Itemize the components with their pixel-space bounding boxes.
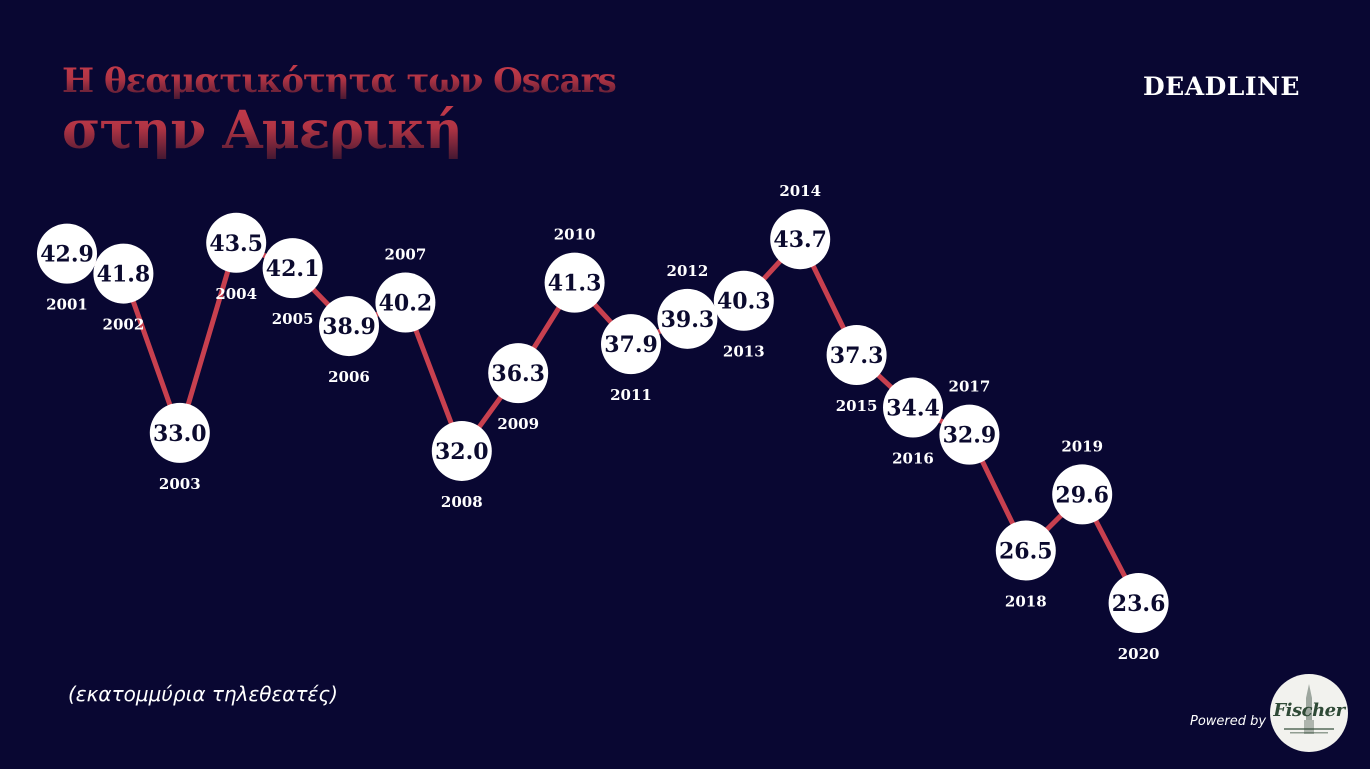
data-label: 32.0 bbox=[435, 439, 489, 465]
series-line-segment bbox=[177, 240, 239, 436]
year-tick-label: 2015 bbox=[836, 397, 878, 415]
data-point-marker bbox=[1052, 464, 1113, 525]
year-tick-label: 2016 bbox=[892, 450, 934, 468]
data-point-marker bbox=[488, 343, 549, 404]
data-label: 43.7 bbox=[773, 227, 827, 253]
chart-title-line-2: στην Αμερική bbox=[62, 100, 463, 161]
year-tick-label: 2017 bbox=[949, 378, 991, 396]
year-tick-label: 2019 bbox=[1061, 437, 1103, 455]
data-label: 39.3 bbox=[661, 307, 715, 333]
deadline-logo: DEADLINE bbox=[1143, 72, 1300, 101]
year-tick-label: 2012 bbox=[667, 262, 709, 280]
data-label: 40.3 bbox=[717, 289, 771, 315]
church-tower-icon bbox=[1284, 684, 1334, 734]
year-tick-label: 2006 bbox=[328, 368, 370, 386]
data-point-marker bbox=[601, 314, 661, 375]
chart-title-line-1: Η θεαματικότητα των Oscars bbox=[62, 61, 617, 101]
year-tick-label: 2020 bbox=[1118, 645, 1160, 663]
data-label: 23.6 bbox=[1112, 591, 1166, 617]
data-label: 32.9 bbox=[943, 423, 997, 449]
data-label: 37.3 bbox=[830, 343, 884, 369]
data-label: 43.5 bbox=[209, 231, 263, 257]
sponsor-logo: Fischer bbox=[1270, 674, 1348, 752]
year-tick-label: 2018 bbox=[1005, 593, 1047, 611]
year-tick-label: 2011 bbox=[610, 386, 652, 404]
data-label: 41.3 bbox=[548, 271, 602, 297]
data-point-marker bbox=[995, 520, 1056, 581]
data-label: 38.9 bbox=[322, 314, 376, 340]
year-tick-label: 2010 bbox=[554, 226, 596, 244]
data-label: 40.2 bbox=[379, 291, 433, 317]
data-label: 33.0 bbox=[153, 421, 207, 447]
marker-group: 42.941.8 33.0 43.542.1 38.940.2 32.0 36.3 41.3… bbox=[37, 209, 1169, 633]
data-point-marker bbox=[544, 252, 605, 313]
data-point-marker bbox=[826, 325, 887, 386]
data-point-marker bbox=[883, 377, 943, 438]
data-label: 29.6 bbox=[1055, 482, 1109, 508]
data-label: 42.9 bbox=[40, 242, 94, 268]
data-label: 41.8 bbox=[97, 262, 151, 288]
data-point-marker bbox=[657, 288, 718, 349]
data-point-marker bbox=[713, 270, 774, 331]
year-tick-label: 2002 bbox=[103, 316, 145, 334]
data-point-marker bbox=[1108, 573, 1169, 633]
data-point-marker bbox=[770, 209, 831, 270]
data-label: 26.5 bbox=[999, 539, 1053, 565]
data-point-marker bbox=[262, 238, 323, 299]
data-point-marker bbox=[939, 404, 1000, 465]
year-tick-label: 2003 bbox=[159, 475, 201, 493]
year-tick-label: 2009 bbox=[497, 415, 539, 433]
year-tick-label: 2005 bbox=[272, 310, 314, 328]
data-label: 36.3 bbox=[491, 361, 545, 387]
sponsor-wordmark: Fischer bbox=[1273, 700, 1345, 721]
data-point-marker bbox=[149, 402, 210, 463]
year-tick-label: 2013 bbox=[723, 343, 765, 361]
data-point-marker bbox=[319, 296, 379, 357]
year-tick-label: 2007 bbox=[385, 246, 427, 264]
powered-by-text: Powered by bbox=[1190, 714, 1267, 729]
year-tick-label: 2001 bbox=[46, 296, 88, 314]
unit-label: (εκατομμύρια τηλεθεατές) bbox=[68, 682, 338, 706]
year-tick-label: 2014 bbox=[779, 182, 821, 200]
data-point-marker bbox=[206, 212, 267, 273]
data-point-marker bbox=[375, 272, 436, 333]
year-tick-label: 2008 bbox=[441, 493, 483, 511]
data-point-marker bbox=[37, 223, 97, 284]
data-label: 42.1 bbox=[266, 256, 320, 282]
data-point-marker bbox=[93, 243, 154, 304]
data-point-marker bbox=[431, 420, 492, 481]
data-label: 37.9 bbox=[604, 332, 658, 358]
data-label: 34.4 bbox=[886, 396, 940, 422]
year-label-group: 2001 2002 2003 2004 2005 2006 2007 2008 2009 2010… bbox=[46, 182, 1159, 663]
year-tick-label: 2004 bbox=[215, 285, 257, 303]
